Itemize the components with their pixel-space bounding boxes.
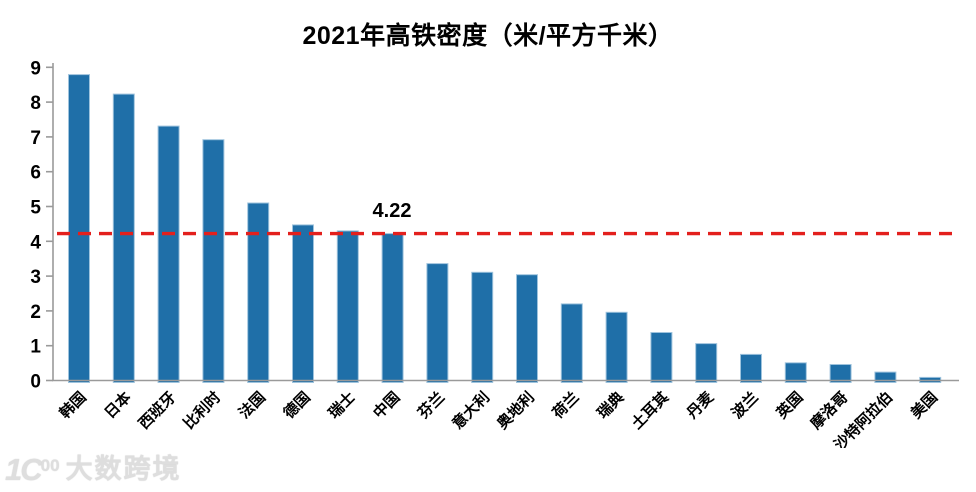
x-axis-label: 意大利 — [448, 388, 493, 433]
bar — [605, 311, 628, 383]
x-axis-label: 芬兰 — [414, 388, 448, 422]
x-axis-label: 韩国 — [56, 388, 90, 422]
x-axis-label: 奥地利 — [493, 388, 538, 433]
y-axis-tick-label: 8 — [30, 93, 41, 114]
bar — [292, 224, 314, 383]
watermark-text: 大数跨境 — [65, 453, 182, 484]
watermark: 1C00 大数跨境 — [5, 449, 182, 489]
watermark-logo-icon: 1C00 — [5, 451, 60, 487]
y-axis-tick-label: 2 — [30, 302, 41, 323]
x-axis-label: 比利时 — [180, 388, 225, 433]
bar — [68, 74, 90, 383]
bar — [157, 125, 180, 383]
y-axis-tick-label: 9 — [30, 58, 41, 79]
bar — [829, 364, 852, 383]
y-axis-tick-label: 0 — [30, 372, 41, 393]
bar — [247, 202, 270, 383]
x-axis-label: 法国 — [235, 388, 269, 422]
x-axis-label: 土耳其 — [628, 388, 673, 433]
x-axis-label: 英国 — [773, 388, 807, 422]
reference-line-value-label: 4.22 — [372, 200, 412, 222]
x-axis-label: 日本 — [101, 388, 135, 422]
bar — [381, 233, 404, 383]
x-axis-label: 波兰 — [728, 388, 762, 422]
bar — [650, 332, 673, 383]
y-axis-tick-label: 3 — [30, 267, 41, 288]
x-axis-label: 丹麦 — [683, 387, 718, 422]
bar — [516, 274, 538, 384]
bar — [202, 139, 225, 383]
chart-title: 2021年高铁密度（米/平方千米） — [302, 22, 674, 50]
x-axis-label: 中国 — [369, 388, 403, 422]
bar — [874, 371, 897, 384]
bar-chart: 0 1 2 3 4 5 6 7 8 9 韩国 日本 西班牙 比利时 法国 德国 瑞士 中国 芬兰 意大利 奥地利 荷兰 瑞典… — [30, 58, 959, 448]
bar — [471, 271, 494, 383]
x-axis-label: 荷兰 — [549, 388, 583, 422]
x-axis-label: 摩洛哥 — [807, 388, 852, 433]
x-axis-label: 德国 — [280, 388, 314, 422]
y-axis-tick-label: 4 — [30, 232, 41, 253]
x-axis-label: 瑞士 — [325, 388, 359, 422]
x-axis-label: 西班牙 — [135, 388, 180, 433]
bar — [740, 353, 762, 383]
bar — [784, 362, 807, 383]
bar — [426, 263, 449, 384]
bar — [560, 303, 583, 383]
bar — [112, 93, 135, 383]
y-axis-tick-label: 5 — [30, 198, 41, 219]
y-axis-tick-label: 1 — [30, 337, 41, 358]
x-axis-label: 美国 — [907, 388, 941, 422]
x-axis-label: 瑞典 — [593, 388, 627, 422]
bar — [695, 343, 718, 384]
y-axis-tick-label: 7 — [30, 128, 41, 149]
y-axis-tick-label: 6 — [30, 163, 41, 184]
bar — [336, 230, 359, 383]
